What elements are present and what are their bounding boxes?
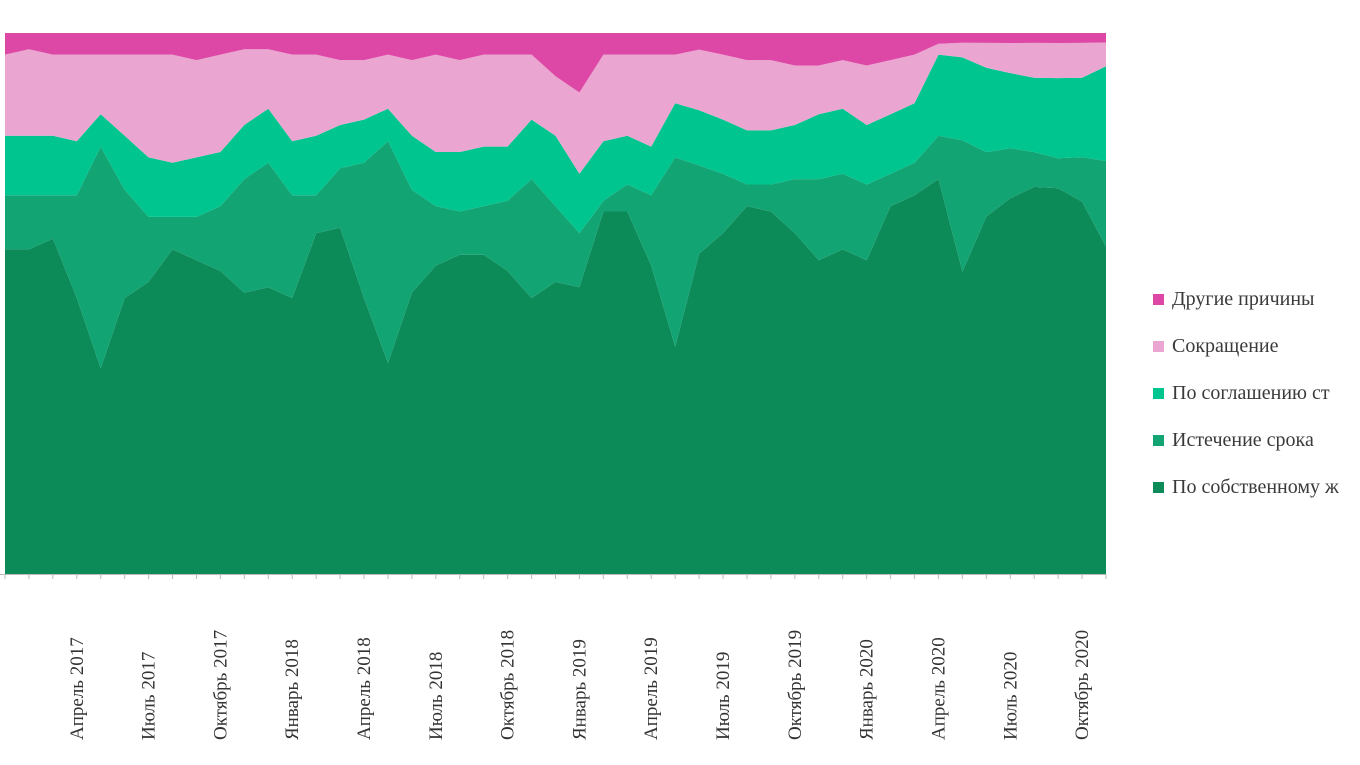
legend-item: Другие причины: [1153, 276, 1360, 323]
x-tick-label: Июль 2018: [426, 652, 447, 740]
legend-label: Истечение срока: [1172, 429, 1314, 451]
legend-swatch: [1153, 482, 1164, 493]
x-tick-label: Апрель 2020: [928, 637, 949, 740]
legend-swatch: [1153, 435, 1164, 446]
x-tick-label: Октябрь 2018: [498, 630, 519, 740]
x-tick-label: Октябрь 2017: [210, 630, 231, 740]
area-series-2: [5, 54, 1106, 234]
area-series-0: [5, 179, 1106, 574]
x-axis: Апрель 2017 Июль 2017 Октябрь 2017 Январь 2…: [0, 574, 1107, 740]
legend-item: По соглашению ст: [1153, 370, 1360, 417]
legend-item: Сокращение: [1153, 323, 1360, 370]
legend: Другие причины Сокращение По соглашению ст…: [1153, 276, 1360, 511]
area-series-4: [5, 33, 1106, 93]
x-tick-label: Январь 2019: [569, 639, 590, 740]
legend-label: По собственному ж: [1172, 476, 1339, 498]
legend-swatch: [1153, 294, 1164, 305]
x-tick-label: Апрель 2018: [354, 637, 375, 740]
x-tick-label: Январь 2018: [282, 639, 303, 740]
x-tick-label: Июль 2019: [713, 652, 734, 740]
legend-label: Другие причины: [1172, 288, 1315, 310]
x-tick-label: Апрель 2019: [641, 637, 662, 740]
area-series-3: [5, 42, 1106, 174]
legend-swatch: [1153, 341, 1164, 352]
legend-item: Истечение срока: [1153, 417, 1360, 464]
x-tick-label: Апрель 2017: [67, 637, 88, 740]
legend-label: Сокращение: [1172, 335, 1279, 357]
series-areas: [5, 33, 1106, 574]
legend-swatch: [1153, 388, 1164, 399]
x-tick-label: Январь 2020: [857, 639, 878, 740]
x-tick-label: Июль 2020: [1000, 652, 1021, 740]
legend-label: По соглашению ст: [1172, 382, 1330, 404]
x-tick-label: Июль 2017: [139, 652, 160, 740]
x-tick-label: Октябрь 2020: [1072, 630, 1093, 740]
area-series-1: [5, 135, 1106, 369]
x-tick-label: Октябрь 2019: [785, 630, 806, 740]
legend-item: По собственному ж: [1153, 464, 1360, 511]
